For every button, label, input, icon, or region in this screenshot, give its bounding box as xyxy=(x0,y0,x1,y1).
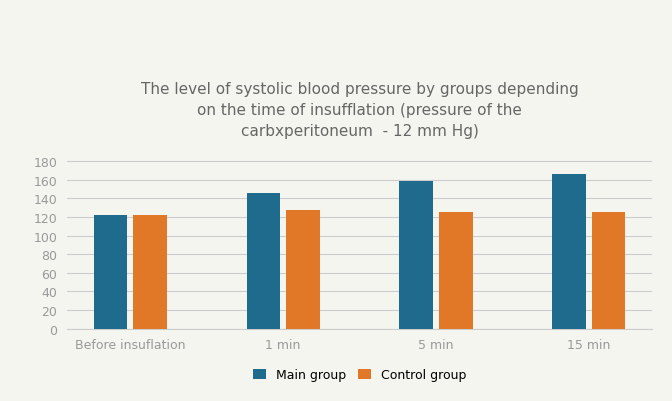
Bar xyxy=(134,215,167,329)
Bar xyxy=(247,193,280,329)
Bar xyxy=(439,213,472,329)
Bar xyxy=(286,211,320,329)
Legend: Main group, Control group: Main group, Control group xyxy=(248,363,471,386)
Bar xyxy=(94,215,128,329)
Bar xyxy=(552,175,585,329)
Bar xyxy=(399,181,433,329)
Bar xyxy=(591,213,625,329)
Title: The level of systolic blood pressure by groups depending
on the time of insuffla: The level of systolic blood pressure by … xyxy=(140,82,579,139)
